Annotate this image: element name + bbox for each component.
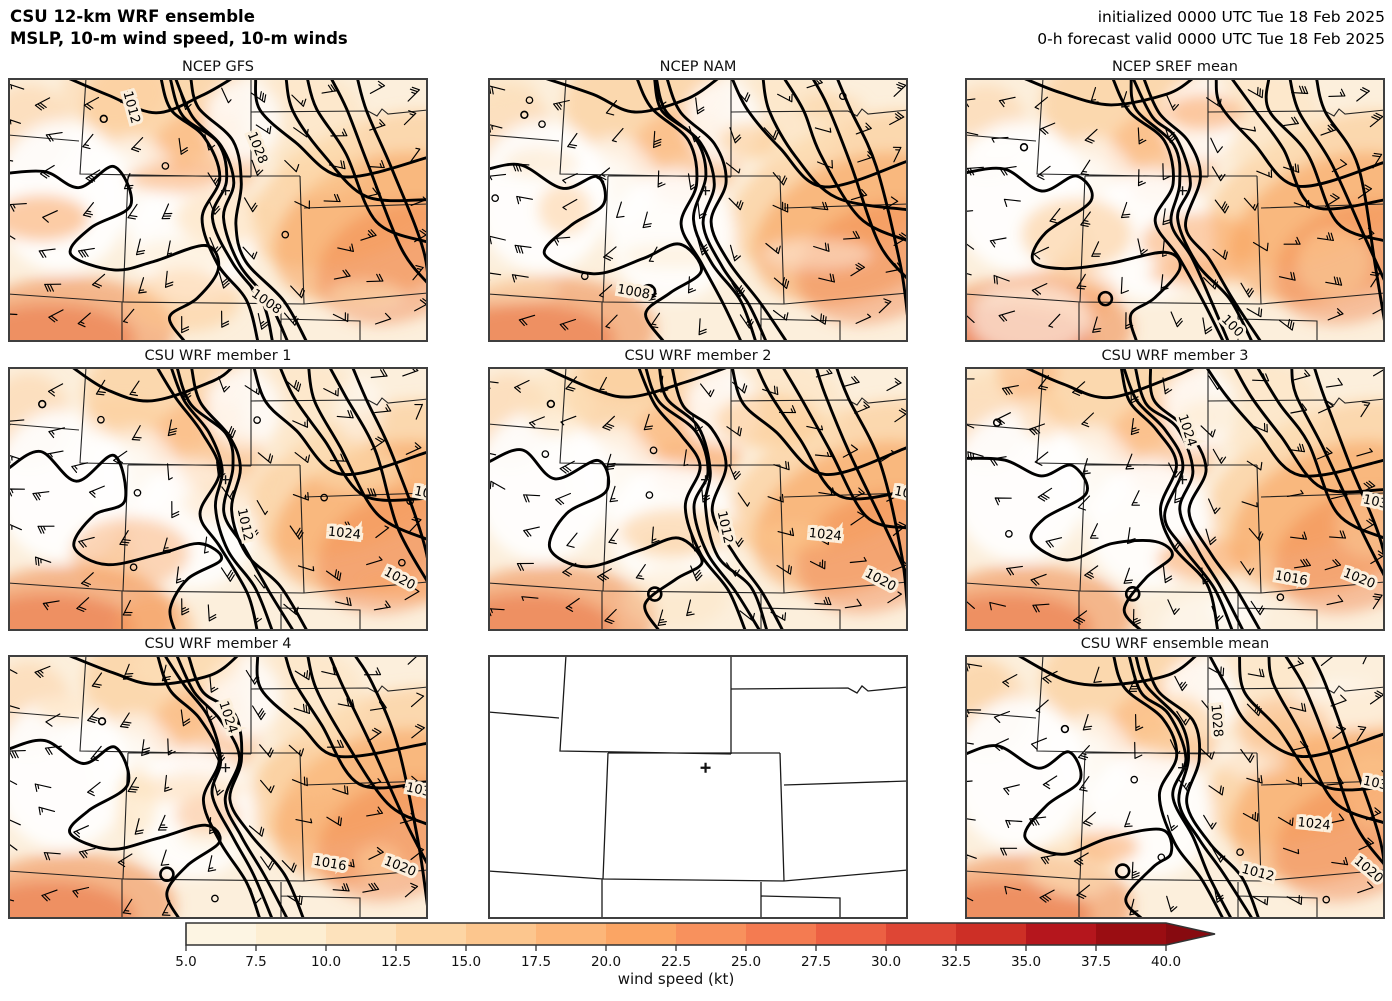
svg-text:25.0: 25.0: [731, 954, 761, 970]
panel-title-wrf-member-4: CSU WRF member 4: [144, 636, 292, 652]
svg-text:17.5: 17.5: [521, 954, 551, 970]
map-blank-basemap: [488, 655, 908, 919]
figure-title-line2: MSLP, 10-m wind speed, 10-m winds: [10, 29, 348, 48]
svg-text:27.5: 27.5: [801, 954, 831, 970]
panel-title-wrf-member-1: CSU WRF member 1: [144, 348, 292, 364]
map-ncep-sref-mean: 100: [965, 78, 1385, 342]
panel-wrf-member-1: CSU WRF member 1 1012 1024 1020 10: [8, 346, 428, 631]
run-info: initialized 0000 UTC Tue 18 Feb 2025 0-h…: [1037, 6, 1385, 50]
valid-time-text: 0-h forecast valid 0000 UTC Tue 18 Feb 2…: [1037, 30, 1385, 48]
figure-title: CSU 12-km WRF ensemble MSLP, 10-m wind s…: [10, 6, 348, 50]
colorbar-axis-label: wind speed (kt): [617, 970, 735, 988]
panel-title-ncep-nam: NCEP NAM: [659, 59, 737, 75]
panel-wrf-ensemble-mean: CSU WRF ensemble mean 1028 103 1024 1012 102…: [965, 634, 1385, 919]
panel-wrf-member-4: CSU WRF member 4 1024 103 1016 1020: [8, 634, 428, 919]
panel-ncep-gfs: NCEP GFS 1012 1028 1008: [8, 57, 428, 342]
svg-text:30.0: 30.0: [871, 954, 901, 970]
panel-ncep-nam: NCEP NAM 1008: [488, 57, 908, 342]
panel-title-blank: [488, 634, 908, 655]
panel-wrf-member-2: CSU WRF member 2 1012 1024 1020 10: [488, 346, 908, 631]
figure-title-line1: CSU 12-km WRF ensemble: [10, 7, 255, 26]
svg-text:7.5: 7.5: [245, 954, 266, 970]
wind-speed-colorbar: 5.0 7.5 10.0 12.5 15.0 17.5 20.0 22.5 25.0 27.5 30…: [175, 922, 1216, 970]
svg-text:37.5: 37.5: [1081, 954, 1111, 970]
svg-text:35.0: 35.0: [1011, 954, 1041, 970]
svg-text:40.0: 40.0: [1151, 954, 1181, 970]
svg-text:5.0: 5.0: [175, 954, 196, 970]
panel-title-wrf-ensemble-mean: CSU WRF ensemble mean: [1080, 636, 1270, 652]
panel-title-ncep-gfs: NCEP GFS: [181, 59, 254, 75]
panel-title-ncep-sref-mean: NCEP SREF mean: [1112, 59, 1238, 75]
init-time-text: initialized 0000 UTC Tue 18 Feb 2025: [1097, 8, 1385, 26]
map-ncep-nam: 1008: [488, 78, 908, 342]
svg-text:20.0: 20.0: [591, 954, 621, 970]
svg-text:12.5: 12.5: [381, 954, 411, 970]
panel-ncep-sref-mean: NCEP SREF mean 100: [965, 57, 1385, 342]
svg-text:15.0: 15.0: [451, 954, 481, 970]
panel-wrf-member-3: CSU WRF member 3 1024 103 1016 1020: [965, 346, 1385, 631]
panel-title-wrf-member-2: CSU WRF member 2: [624, 348, 772, 364]
panel-blank-basemap: [488, 634, 908, 919]
svg-text:10.0: 10.0: [311, 954, 341, 970]
svg-text:1028: 1028: [1207, 704, 1225, 738]
panel-title-wrf-member-3: CSU WRF member 3: [1101, 348, 1249, 364]
svg-text:32.5: 32.5: [941, 954, 971, 970]
svg-text:22.5: 22.5: [661, 954, 691, 970]
